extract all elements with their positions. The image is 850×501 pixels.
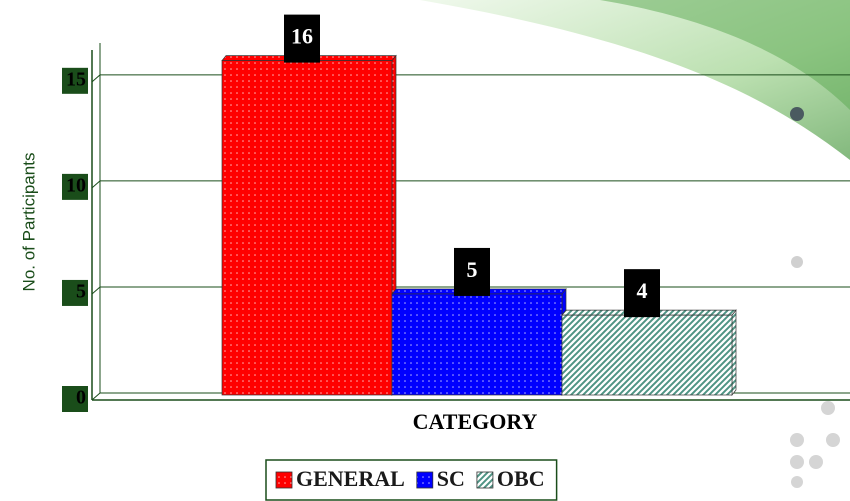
legend-label: OBC — [497, 466, 545, 491]
value-label-bg — [624, 269, 660, 318]
grid-depth — [91, 74, 101, 83]
value-label: 4 — [637, 278, 648, 303]
y-axis-label: No. of Participants — [19, 153, 38, 292]
grid-depth — [91, 180, 101, 189]
y-tick-bg — [62, 173, 88, 200]
grid-depth — [91, 392, 101, 401]
y-tick-label: 10 — [66, 174, 86, 196]
x-axis-label: CATEGORY — [413, 409, 538, 434]
background-decor — [420, 0, 850, 488]
bar — [391, 293, 563, 396]
legend-swatch — [416, 471, 434, 489]
value-label: 16 — [291, 24, 313, 49]
y-tick-label: 0 — [76, 387, 86, 409]
legend-swatch — [476, 471, 494, 489]
grid-depth — [91, 286, 101, 295]
legend-label: GENERAL — [296, 466, 405, 491]
bar-side — [731, 309, 737, 396]
y-tick-bg — [62, 386, 88, 412]
bar — [561, 314, 733, 396]
value-label-bg — [284, 14, 320, 63]
value-label: 5 — [467, 257, 478, 282]
legend-swatch — [275, 471, 293, 489]
legend-label: SC — [437, 466, 465, 491]
bar — [221, 60, 393, 396]
y-tick-bg — [62, 67, 88, 94]
y-tick-label: 15 — [66, 68, 86, 90]
value-label-bg — [454, 247, 490, 296]
y-tick-label: 5 — [76, 281, 86, 303]
legend: GENERAL SC OBC — [265, 459, 558, 501]
y-tick-bg — [62, 279, 88, 306]
legend-box — [265, 459, 558, 501]
